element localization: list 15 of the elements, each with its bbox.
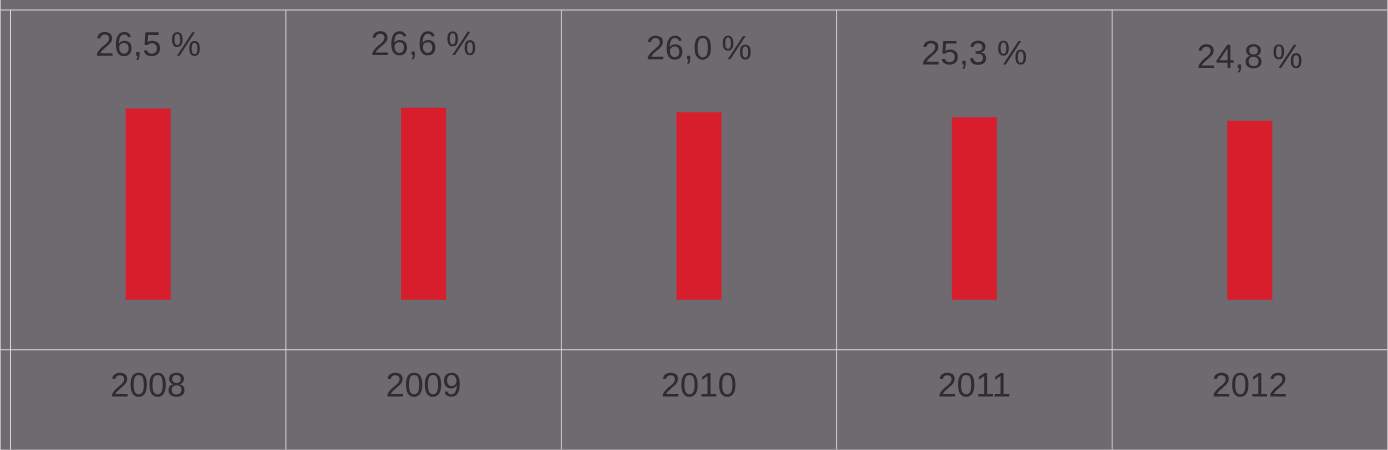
data-label: 25,3 %	[923, 40, 1026, 69]
bar	[951, 117, 997, 300]
data-label: 24,8 %	[1198, 44, 1302, 73]
bar	[676, 112, 722, 300]
x-tick-label: 2010	[662, 372, 736, 397]
x-tick-label: 2012	[1213, 372, 1286, 397]
data-label: 26,6 %	[372, 31, 476, 60]
bar	[1227, 120, 1273, 300]
x-tick-label: 2011	[939, 372, 1010, 397]
data-label: 26,5 %	[97, 31, 200, 61]
data-label: 26,0 %	[647, 35, 751, 64]
x-tick-label: 2009	[387, 372, 460, 397]
x-tick-label: 2008	[112, 372, 185, 397]
bar	[401, 107, 447, 300]
bar	[125, 108, 171, 300]
